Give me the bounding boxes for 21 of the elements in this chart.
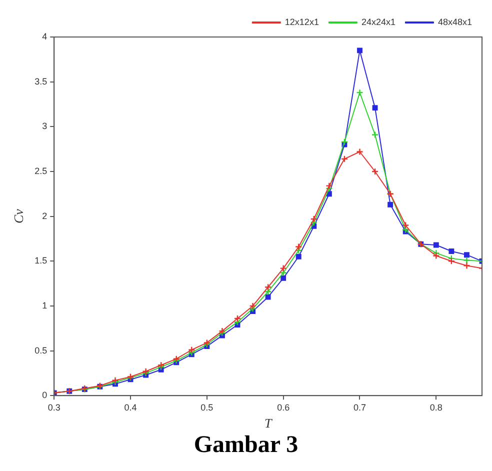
legend-label: 24x24x1 [361, 16, 396, 27]
y-tick-label: 0 [42, 390, 48, 400]
y-tick-label: 2.5 [34, 166, 48, 176]
legend-label: 48x48x1 [438, 16, 472, 27]
y-tick-label: 1.5 [34, 256, 48, 266]
y-tick-label: 3.5 [34, 76, 48, 86]
y-tick-label: 0.5 [34, 345, 48, 356]
x-tick-label: 0.3 [48, 402, 60, 412]
y-axis-title: Cv [11, 208, 26, 224]
x-tick-label: 0.7 [353, 402, 366, 412]
y-tick-label: 1 [42, 300, 48, 310]
x-tick-label: 0.4 [124, 402, 137, 412]
x-axis-title: T [264, 416, 272, 431]
text: Gambar 3 [192, 432, 300, 459]
y-tick-label: 2 [42, 210, 48, 221]
x-tick-label: 0.6 [277, 402, 290, 412]
x-tick-label: 0.5 [200, 402, 214, 412]
x-tick-label: 0.8 [430, 402, 442, 412]
y-tick-label: 3 [42, 121, 48, 132]
legend-label: 12x12x1 [284, 16, 319, 27]
y-tick-label: 4 [42, 31, 48, 42]
